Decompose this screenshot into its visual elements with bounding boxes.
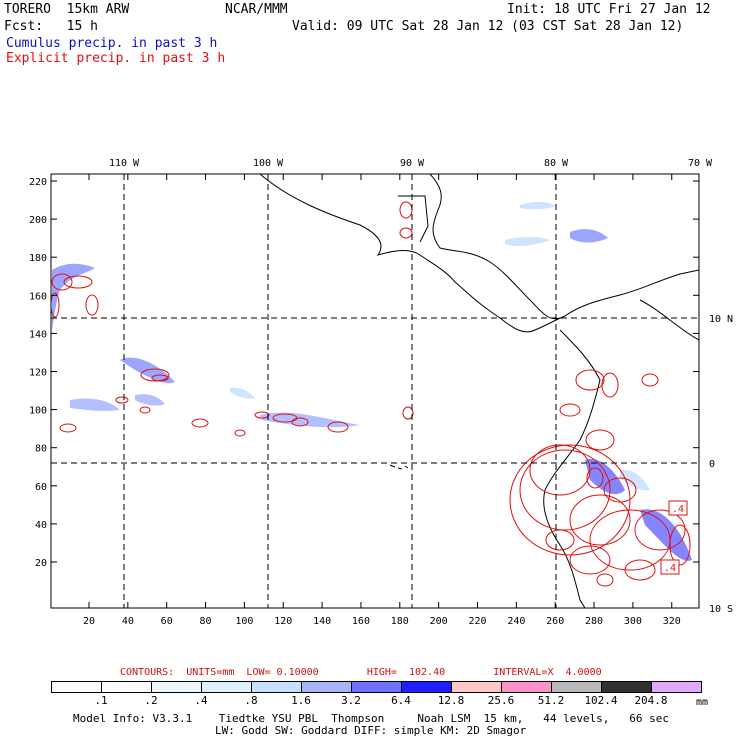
x-tick-label: 300 bbox=[624, 616, 642, 627]
lat-label-10n: 10 N bbox=[709, 314, 733, 325]
lat-label-0: 0 bbox=[709, 459, 715, 470]
colorbar-cell bbox=[401, 681, 452, 693]
colorbar-cell bbox=[351, 681, 402, 693]
value-box-1 bbox=[668, 500, 688, 516]
y-tick-label: 40 bbox=[35, 520, 47, 531]
colorbar-label: 12.8 bbox=[437, 694, 465, 707]
colorbar-cell bbox=[651, 681, 702, 693]
colorbar-cell bbox=[251, 681, 302, 693]
lat-label-10s: 10 S bbox=[709, 604, 733, 615]
colorbar-cell bbox=[551, 681, 602, 693]
x-tick-label: 220 bbox=[468, 616, 486, 627]
y-tick-label: 60 bbox=[35, 482, 47, 493]
forecast-hour: Fcst: 15 h bbox=[4, 19, 98, 34]
colorbar-label: .2 bbox=[144, 694, 158, 707]
org-label: NCAR/MMM bbox=[225, 2, 288, 17]
x-tick-label: 80 bbox=[200, 616, 212, 627]
x-tick-label: 320 bbox=[663, 616, 681, 627]
x-tick-label: 60 bbox=[161, 616, 173, 627]
lon-label-110w: 110 W bbox=[109, 158, 140, 169]
x-tick-label: 160 bbox=[352, 616, 370, 627]
y-tick-label: 140 bbox=[29, 329, 47, 340]
lon-label-90w: 90 W bbox=[400, 158, 425, 169]
cumulus-legend: Cumulus precip. in past 3 h bbox=[6, 36, 218, 51]
colorbar-cell bbox=[201, 681, 252, 693]
colorbar-cell bbox=[51, 681, 102, 693]
explicit-legend: Explicit precip. in past 3 h bbox=[6, 51, 226, 66]
colorbar-label: .8 bbox=[244, 694, 258, 707]
colorbar-label: 1.6 bbox=[291, 694, 311, 707]
lon-label-70w: 70 W bbox=[688, 158, 713, 169]
x-tick-label: 100 bbox=[235, 616, 253, 627]
x-tick-label: 120 bbox=[274, 616, 292, 627]
value-box-2 bbox=[660, 559, 680, 575]
x-tick-label: 40 bbox=[122, 616, 134, 627]
colorbar-cell bbox=[501, 681, 552, 693]
init-time: Init: 18 UTC Fri 27 Jan 12 bbox=[507, 2, 711, 17]
colorbar-label: 25.6 bbox=[487, 694, 515, 707]
colorbar-label: .1 bbox=[94, 694, 108, 707]
colorbar-unit: mm bbox=[696, 697, 709, 708]
x-tick-label: 180 bbox=[391, 616, 409, 627]
colorbar-label: 204.8 bbox=[634, 694, 668, 707]
model-info-line1: Model Info: V3.3.1 Tiedtke YSU PBL Thomp… bbox=[73, 712, 670, 725]
colorbar-label: 51.2 bbox=[537, 694, 565, 707]
y-tick-label: 120 bbox=[29, 368, 47, 379]
x-tick-label: 140 bbox=[313, 616, 331, 627]
map-frame bbox=[50, 173, 700, 609]
cumulus-precip-shading bbox=[52, 202, 692, 561]
colorbar-label: 3.2 bbox=[341, 694, 361, 707]
y-tick-label: 160 bbox=[29, 291, 47, 302]
y-tick-label: 200 bbox=[29, 215, 47, 226]
colorbar-cell bbox=[151, 681, 202, 693]
colorbar-cell bbox=[301, 681, 352, 693]
value-label-2: .4 bbox=[664, 563, 676, 574]
value-label-1: .4 bbox=[672, 504, 684, 515]
colorbar-label: 6.4 bbox=[391, 694, 411, 707]
x-tick-label: 280 bbox=[585, 616, 603, 627]
model-info-line2: LW: Godd SW: Goddard DIFF: simple KM: 2D… bbox=[215, 724, 527, 737]
y-tick-label: 220 bbox=[29, 177, 47, 188]
x-tick-label: 260 bbox=[546, 616, 564, 627]
lat-lon-grid bbox=[51, 174, 699, 608]
y-tick-label: 20 bbox=[35, 558, 47, 569]
model-title: TORERO 15km ARW bbox=[4, 2, 130, 17]
lon-label-80w: 80 W bbox=[544, 158, 569, 169]
colorbar-cell bbox=[101, 681, 152, 693]
y-tick-label: 80 bbox=[35, 444, 47, 455]
y-tick-label: 100 bbox=[29, 406, 47, 417]
contours-info: CONTOURS: UNITS=mm LOW= 0.10000 HIGH= 10… bbox=[120, 667, 602, 678]
coastline bbox=[259, 174, 699, 608]
x-tick-label: 240 bbox=[507, 616, 525, 627]
x-tick-label: 20 bbox=[83, 616, 95, 627]
explicit-precip-contours bbox=[51, 201, 691, 587]
y-tick-label: 180 bbox=[29, 253, 47, 264]
valid-time: Valid: 09 UTC Sat 28 Jan 12 (03 CST Sat … bbox=[292, 19, 684, 34]
colorbar-cell bbox=[451, 681, 502, 693]
colorbar-label: .4 bbox=[194, 694, 208, 707]
colorbar-cell bbox=[601, 681, 652, 693]
colorbar-label: 102.4 bbox=[584, 694, 618, 707]
lon-label-100w: 100 W bbox=[253, 158, 284, 169]
x-tick-label: 200 bbox=[430, 616, 448, 627]
